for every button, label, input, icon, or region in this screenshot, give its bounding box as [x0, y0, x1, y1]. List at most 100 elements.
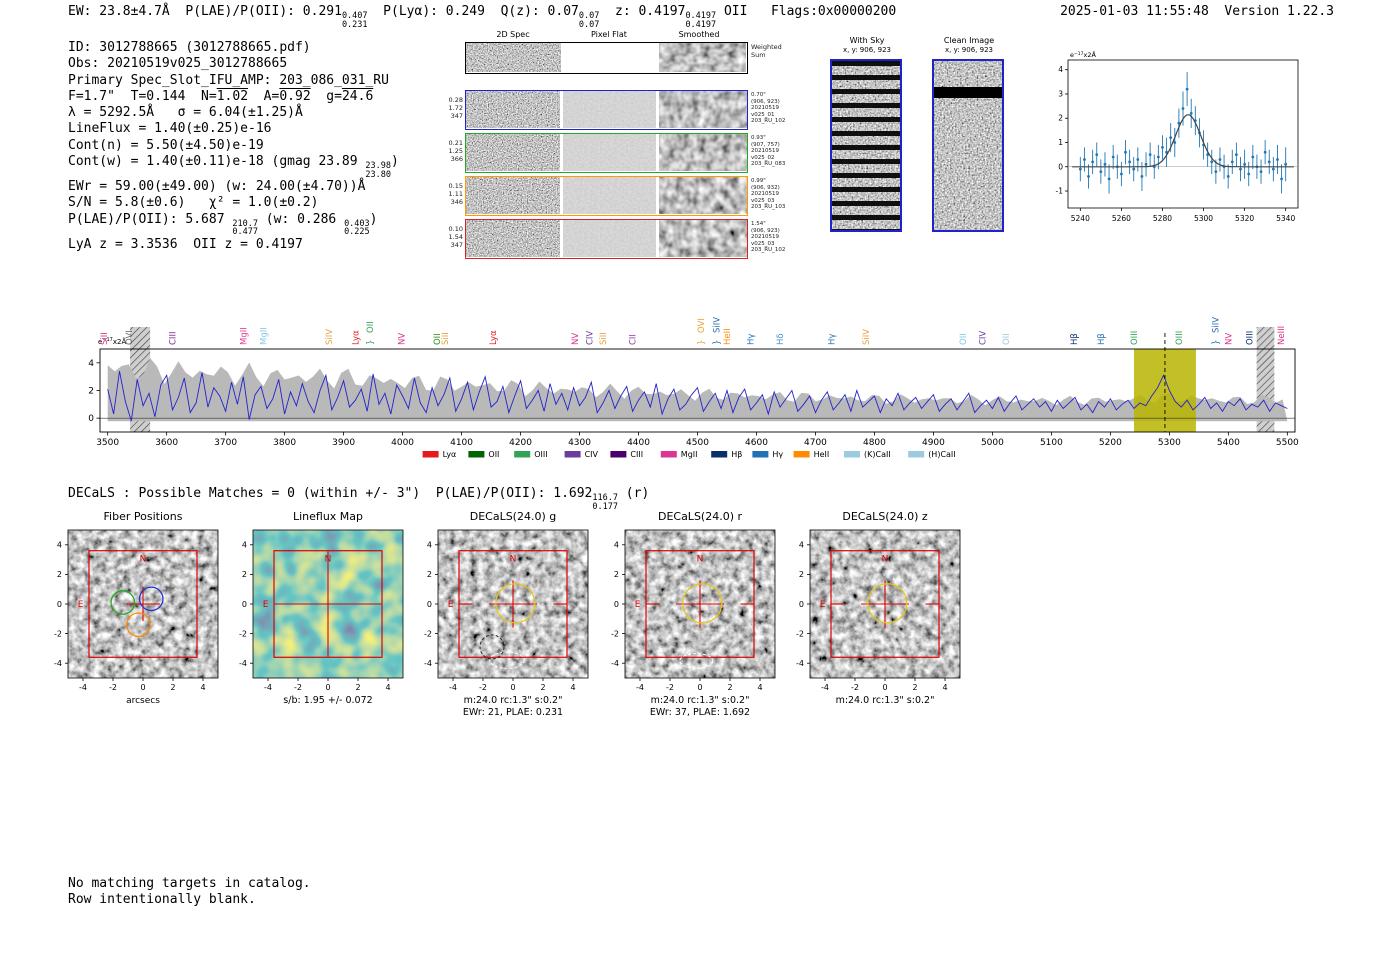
summary-hi: 0.4197 [685, 11, 717, 21]
svg-text:-2: -2 [666, 683, 674, 692]
summary-lo: 0.07 [578, 19, 600, 30]
svg-text:SiIV: SiIV [712, 317, 722, 333]
with-sky-coords: x, y: 906, 923 [843, 46, 891, 54]
sky-lines-overlay [832, 61, 900, 230]
note-line: 203_RU_103 [751, 204, 786, 211]
clean-image-panel: Clean Image x, y: 906, 923 [930, 36, 1008, 236]
svg-text:-4: -4 [264, 683, 272, 692]
svg-text:-4: -4 [239, 659, 247, 668]
legend-swatch [793, 451, 810, 458]
gaussian-fit-curve [1072, 114, 1294, 168]
svg-text:4: 4 [614, 541, 619, 550]
scale-value: 0.21 [448, 139, 463, 147]
flux-line [107, 371, 1288, 422]
footer-notes: No matching targets in catalog. Row inten… [68, 876, 311, 907]
east-label: E [448, 600, 454, 610]
scale-value: 346 [450, 198, 463, 206]
svg-text:CIII: CIII [169, 332, 179, 345]
info-hi: 0.403 [344, 218, 370, 229]
info-hilo: 210.7 0.477 [232, 220, 258, 237]
svg-text:NeIII: NeIII [1277, 326, 1287, 345]
note-line: 0.70" [751, 92, 766, 98]
svg-text:4400: 4400 [627, 438, 650, 448]
svg-text:4100: 4100 [450, 438, 473, 448]
scale-value: 0.10 [448, 225, 463, 233]
cutout-title: Fiber Positions [104, 510, 183, 523]
scale-value: 0.15 [448, 182, 463, 190]
info-text: LyA z = 3.3536 OII z = 0.4197 [68, 236, 303, 252]
info-text: ) [369, 211, 378, 227]
note-line: (906, 923) [751, 98, 780, 105]
decals-text: (r) [617, 486, 650, 501]
svg-text:5320: 5320 [1235, 214, 1254, 223]
svg-text:0: 0 [325, 683, 330, 692]
svg-text:Hβ: Hβ [1070, 333, 1080, 345]
cutout-caption1: m:24.0 rc:1.3" s:0.2" [651, 695, 750, 706]
inset-ylabel: e−17x2Å [1070, 50, 1096, 59]
svg-text:Hβ: Hβ [1097, 333, 1107, 345]
svg-text:}: } [712, 340, 722, 345]
info-line: S/N = 5.8(±0.6) χ² = 1.0(±0.2) [68, 195, 399, 211]
spec2d-row [465, 219, 748, 259]
svg-text:4: 4 [942, 683, 947, 692]
svg-text:4: 4 [757, 683, 762, 692]
svg-text:-2: -2 [109, 683, 117, 692]
svg-text:2: 2 [88, 387, 94, 397]
note-line: 1.54" [751, 221, 766, 227]
note-line: v025_03 [751, 240, 775, 247]
info-text: Obs: 20210519v025_3012788665 [68, 56, 288, 72]
info-line: Cont(n) = 5.50(±4.50)e-19 [68, 138, 399, 154]
svg-text:5340: 5340 [1276, 214, 1295, 223]
legend-label: (K)CaII [864, 450, 891, 459]
note-line: 203_RU_102 [751, 118, 786, 125]
svg-text:4: 4 [799, 541, 804, 550]
spec2d-row [465, 90, 748, 130]
info-text: Cont(w) = 1.40(±0.11)e-18 (gmag 23.89 [68, 154, 366, 170]
fiber-circle [110, 590, 136, 615]
row-smoothed-image [659, 91, 747, 128]
cutout-ticks: -4 -4 -2 -2 0 0 2 2 4 4 [424, 541, 576, 692]
info-text: P(LAE)/P(OII): 5.687 [68, 211, 233, 227]
svg-text:-4: -4 [821, 683, 829, 692]
svg-text:2: 2 [727, 683, 732, 692]
svg-text:2: 2 [912, 683, 917, 692]
svg-text:MgII: MgII [239, 327, 249, 345]
note-line: (906, 923) [751, 227, 780, 234]
north-label: N [140, 555, 147, 565]
row-smoothed-image [659, 134, 747, 171]
svg-text:Hδ: Hδ [776, 333, 786, 345]
svg-text:-4: -4 [79, 683, 87, 692]
row-pixelflat-image [563, 91, 656, 128]
svg-text:2: 2 [427, 570, 432, 579]
summary-line: EW: 23.8±4.7Å P(LAE)/P(OII): 0.291 0.407 0… [68, 4, 896, 29]
svg-text:MgII: MgII [259, 327, 269, 345]
svg-text:0: 0 [697, 683, 702, 692]
svg-text:4: 4 [1058, 65, 1063, 74]
svg-text:5100: 5100 [1040, 438, 1063, 448]
summary-hi: 0.407 [341, 11, 368, 21]
svg-text:Lyα: Lyα [351, 330, 361, 345]
svg-text:2: 2 [540, 683, 545, 692]
svg-text:4600: 4600 [745, 438, 768, 448]
spec2d-row-notes: 0.93" (907, 757) 20210519 v025_02 203_RU_083 [751, 135, 803, 168]
legend-label: Hβ [731, 450, 742, 459]
row-2dspec-image [466, 134, 560, 171]
svg-text:CIV: CIV [978, 331, 988, 345]
legend-label: HeII [814, 450, 830, 459]
svg-text:5300: 5300 [1158, 438, 1181, 448]
info-text: LineFlux = 1.40(±0.25)e-16 [68, 121, 272, 137]
inset-y-ticks: -1 0 1 2 3 4 [1056, 65, 1068, 196]
cutout-title: DECaLS(24.0) r [658, 510, 743, 523]
row-pixelflat-image [563, 177, 656, 214]
svg-text:0: 0 [88, 414, 94, 424]
svg-text:4900: 4900 [922, 438, 945, 448]
full-spectrum-plot: 3500 3600 3700 3800 3900 4000 4100 4200 4300 4400… [56, 262, 1340, 478]
note-line: (907, 757) [751, 141, 780, 148]
legend-label: MgII [681, 450, 698, 459]
svg-text:0: 0 [882, 683, 887, 692]
note-line: v025_01 [751, 111, 775, 118]
svg-text:0: 0 [510, 683, 515, 692]
summary-hilo: 0.4197 0.4197 [685, 12, 716, 29]
svg-text:SiII: SiII [599, 332, 609, 345]
